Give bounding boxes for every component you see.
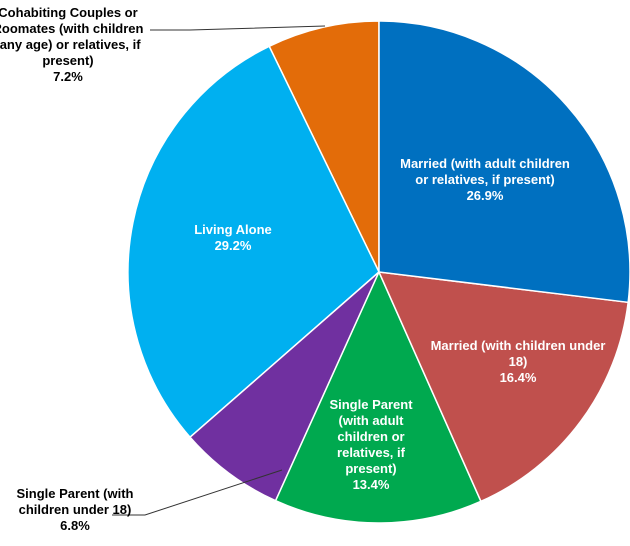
pie-slice	[378, 20, 630, 304]
value-label: 29.2%	[214, 238, 252, 253]
category-label: Single Parent (with adult children or re…	[329, 397, 413, 476]
pie-slice	[268, 20, 380, 273]
leader-line	[112, 469, 283, 516]
category-label: Married (with children under 18)	[430, 338, 606, 369]
slice-label: Single Parent (with children under 18) 6.…	[15, 486, 135, 534]
value-label: 7.2%	[53, 69, 83, 84]
pie-slice	[274, 270, 482, 524]
category-label: Living Alone	[194, 222, 272, 237]
value-label: 16.4%	[499, 370, 537, 385]
category-label: Cohabiting Couples or Roomates (with chi…	[0, 5, 144, 68]
category-label: Married (with adult children or relative…	[400, 156, 570, 187]
slice-label: Married (with children under 18) 16.4%	[431, 338, 606, 386]
slice-label: Cohabiting Couples or Roomates (with chi…	[0, 5, 148, 85]
slice-label: Single Parent (with adult children or re…	[316, 397, 426, 493]
leader-line	[150, 25, 326, 31]
slice-label: Married (with adult children or relative…	[398, 156, 573, 204]
pie-slice	[189, 271, 380, 502]
value-label: 13.4%	[352, 477, 390, 492]
category-label: Single Parent (with children under 18)	[16, 486, 134, 517]
slice-label: Living Alone 29.2%	[163, 222, 303, 254]
value-label: 26.9%	[466, 188, 504, 203]
pie-slice	[377, 271, 629, 503]
value-label: 6.8%	[60, 518, 90, 533]
pie-slice	[127, 45, 380, 439]
